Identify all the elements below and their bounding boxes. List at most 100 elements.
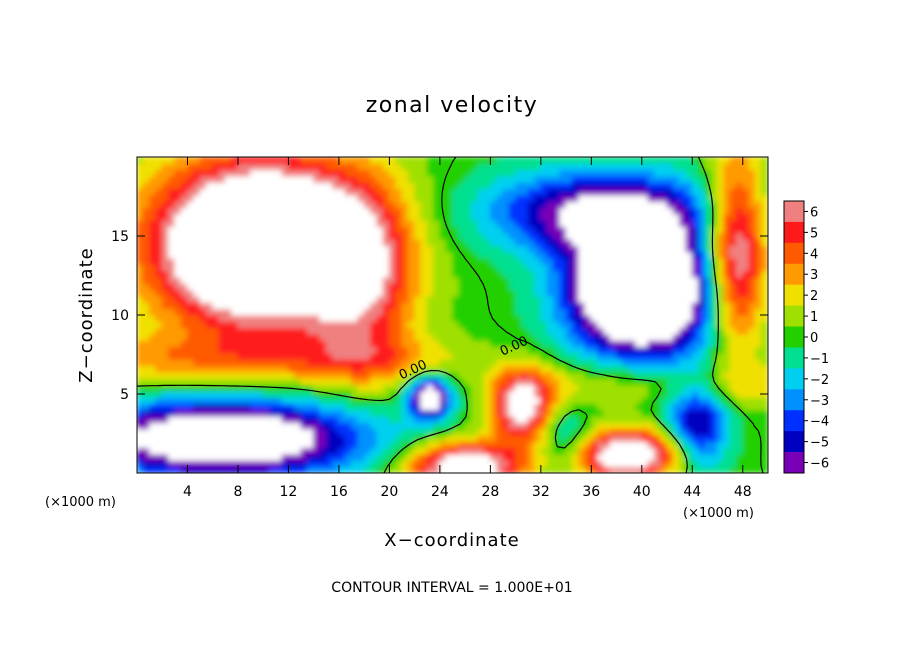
field-cell <box>231 157 239 164</box>
field-cell <box>534 358 542 367</box>
field-cell <box>155 365 163 373</box>
field-cell <box>180 219 188 228</box>
field-cell <box>363 213 371 221</box>
field-cell <box>445 466 453 473</box>
field-cell <box>306 415 315 423</box>
field-cell <box>527 371 536 379</box>
field-cell <box>748 377 756 386</box>
field-cell <box>546 459 554 468</box>
field-cell <box>420 169 428 177</box>
field-cell <box>458 333 466 341</box>
field-cell <box>376 308 384 316</box>
field-cell <box>717 188 725 196</box>
field-cell <box>212 169 220 177</box>
field-cell <box>149 194 157 202</box>
field-cell <box>634 384 643 392</box>
field-cell <box>452 226 460 234</box>
field-cell <box>464 365 472 373</box>
field-cell <box>174 402 182 411</box>
field-cell <box>155 346 163 354</box>
field-cell <box>452 175 460 183</box>
field-cell <box>193 377 201 386</box>
field-cell <box>433 169 441 177</box>
field-cell <box>199 402 207 411</box>
field-cell <box>458 162 466 171</box>
field-cell <box>426 390 435 398</box>
field-cell <box>609 453 618 461</box>
field-cell <box>458 396 466 404</box>
field-cell <box>142 314 151 322</box>
field-cell <box>502 244 510 253</box>
field-cell <box>269 409 277 417</box>
field-cell <box>281 188 289 196</box>
field-cell <box>515 169 523 177</box>
field-cell <box>237 181 245 190</box>
field-cell <box>698 175 706 183</box>
field-cell <box>496 466 504 473</box>
field-cell <box>723 447 731 455</box>
field-cell <box>306 440 315 449</box>
field-cell <box>306 213 315 221</box>
field-cell <box>571 365 580 373</box>
field-cell <box>420 346 428 354</box>
field-cell <box>237 175 245 183</box>
field-cell <box>685 440 693 449</box>
field-cell <box>401 295 409 303</box>
field-cell <box>363 371 371 379</box>
field-cell <box>489 428 498 436</box>
field-cell <box>382 295 390 303</box>
field-cell <box>723 181 731 190</box>
field-cell <box>388 251 397 259</box>
field-cell <box>155 358 163 367</box>
field-cell <box>729 377 737 386</box>
field-cell <box>199 365 207 373</box>
field-cell <box>679 352 687 360</box>
field-cell <box>180 295 188 303</box>
field-cell <box>666 402 674 411</box>
field-cell <box>704 333 712 341</box>
field-cell <box>540 194 548 202</box>
field-cell <box>653 409 662 417</box>
field-cell <box>193 251 201 259</box>
field-cell <box>205 453 214 461</box>
field-cell <box>470 238 479 246</box>
field-cell <box>174 244 182 253</box>
field-cell <box>180 352 188 360</box>
field-cell <box>458 175 466 183</box>
field-cell <box>275 194 283 202</box>
field-cell <box>597 238 605 246</box>
field-cell <box>369 415 378 423</box>
field-cell <box>552 257 561 265</box>
field-cell <box>552 251 561 259</box>
field-cell <box>256 157 264 164</box>
field-cell <box>754 440 763 449</box>
field-cell <box>256 276 264 284</box>
field-cell <box>338 333 346 341</box>
field-cell <box>407 157 416 164</box>
field-cell <box>142 434 151 442</box>
field-cell <box>344 447 353 455</box>
field-cell <box>256 352 264 360</box>
field-cell <box>180 447 188 455</box>
field-cell <box>332 384 340 392</box>
field-cell <box>660 226 668 234</box>
field-cell <box>603 447 611 455</box>
field-cell <box>174 200 182 209</box>
field-cell <box>452 440 460 449</box>
field-cell <box>325 308 334 316</box>
field-cell <box>477 162 485 171</box>
field-cell <box>237 339 245 348</box>
field-cell <box>142 282 151 291</box>
field-cell <box>319 270 327 278</box>
field-cell <box>534 377 542 386</box>
field-cell <box>603 396 611 404</box>
field-cell <box>363 346 371 354</box>
field-cell <box>571 181 580 190</box>
field-cell <box>653 327 662 335</box>
field-cell <box>426 295 435 303</box>
field-cell <box>502 447 510 455</box>
field-cell <box>313 276 321 284</box>
field-cell <box>332 377 340 386</box>
field-cell <box>470 459 479 468</box>
field-cell <box>477 207 485 215</box>
